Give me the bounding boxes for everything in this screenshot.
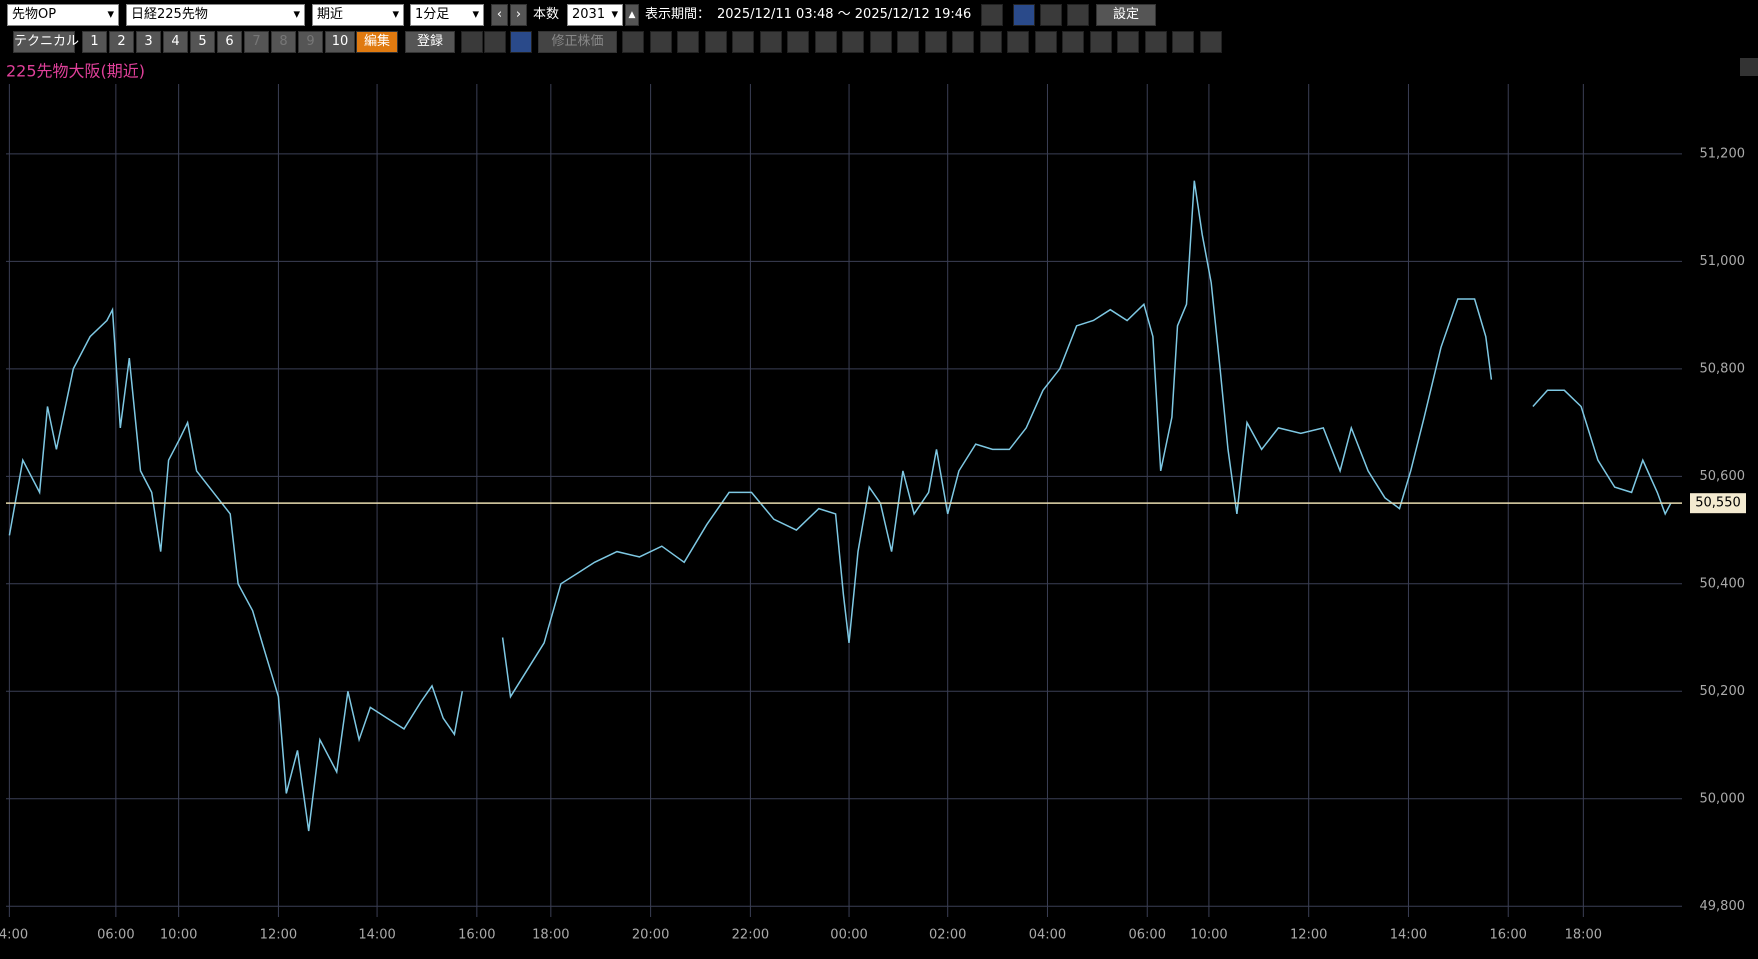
preset-button[interactable]: 9 — [298, 31, 323, 53]
x-tick-label: 12:00 — [260, 928, 297, 943]
x-tick-label: 02:00 — [929, 928, 966, 943]
settings-button[interactable]: 設定 — [1096, 4, 1156, 26]
preset-button[interactable]: 7 — [244, 31, 269, 53]
tool-icon[interactable] — [1062, 31, 1084, 53]
y-tick-label: 50,000 — [1700, 791, 1746, 806]
tool-icon[interactable] — [814, 31, 837, 53]
y-tick-label: 51,000 — [1700, 254, 1746, 269]
preset-button[interactable]: 10 — [325, 31, 355, 53]
tool-icon[interactable] — [510, 31, 532, 53]
x-tick-label: 10:00 — [1190, 928, 1227, 943]
tool-icon[interactable] — [924, 31, 947, 53]
tool-icon[interactable] — [787, 31, 809, 53]
y-tick-label: 51,200 — [1700, 146, 1746, 161]
x-tick-label: 20:00 — [632, 928, 669, 943]
tool-icon[interactable] — [622, 31, 644, 53]
next-button[interactable]: › — [510, 4, 527, 26]
period: 2025/12/11 03:48 ～ 2025/12/12 19:46 — [717, 7, 972, 22]
x-tick-label: 22:00 — [732, 928, 769, 943]
product-select[interactable]: 日経225先物 — [126, 4, 305, 26]
export-icon[interactable] — [1067, 4, 1089, 26]
chart: 225先物大阪(期近) 49,800 50,000 50,200 50,400 50,6… — [0, 58, 1758, 943]
bars-input[interactable]: 2031 — [567, 4, 623, 26]
interval-select[interactable]: 1分足 — [410, 4, 484, 26]
y-tick-label: 50,600 — [1700, 469, 1746, 484]
x-tick-label: 18:00 — [1565, 928, 1602, 943]
preset-button[interactable]: 1 — [82, 31, 107, 53]
y-tick-label: 50,400 — [1700, 576, 1746, 591]
bars-label: 本数 — [533, 7, 560, 22]
preset-button[interactable]: 3 — [136, 31, 161, 53]
last-price-label: 50,550 — [1695, 496, 1741, 511]
prev-button[interactable]: ‹ — [491, 4, 508, 26]
period-label: 表示期間： — [645, 7, 711, 22]
tool-icon[interactable] — [842, 31, 864, 53]
x-tick-label: 14:00 — [1390, 928, 1427, 943]
y-tick-label: 50,800 — [1700, 361, 1746, 376]
tool-icon[interactable] — [1172, 31, 1194, 53]
tool-icon[interactable] — [1117, 31, 1139, 53]
collapse-button[interactable] — [1740, 58, 1758, 76]
tool-icon[interactable] — [1007, 31, 1029, 53]
preset-button[interactable]: 5 — [190, 31, 215, 53]
chart-title: 225先物大阪(期近) — [6, 62, 145, 81]
tool-icon[interactable] — [952, 31, 974, 53]
y-tick-label: 49,800 — [1700, 899, 1746, 914]
print-icon[interactable] — [1040, 4, 1062, 26]
tool-icon[interactable] — [649, 31, 672, 53]
tool-icon[interactable] — [869, 31, 892, 53]
tool-icon[interactable] — [484, 31, 506, 53]
bars-spinner[interactable]: ▲ — [625, 4, 639, 26]
x-tick-label: 16:00 — [1489, 928, 1526, 943]
tool-icon[interactable] — [979, 31, 1002, 53]
x-tick-label: 12:00 — [1290, 928, 1327, 943]
tool-icon[interactable] — [677, 31, 699, 53]
preset-button[interactable]: 4 — [163, 31, 188, 53]
x-tick-label: 00:00 — [830, 928, 867, 943]
chart-icon[interactable] — [1013, 4, 1035, 26]
x-tick-label: 06:00 — [97, 928, 134, 943]
preset-button[interactable]: 2 — [109, 31, 134, 53]
register-button[interactable]: 登録 — [405, 31, 455, 53]
toolbar: 先物OP 日経225先物 期近 1分足 ‹ › 本数 2031 ▲ 表示期間： … — [0, 0, 1758, 58]
undo-icon[interactable] — [981, 4, 1003, 26]
tool-icon[interactable] — [1089, 31, 1112, 53]
x-tick-label: 04:00 — [1029, 928, 1066, 943]
tool-icon[interactable] — [1199, 31, 1222, 53]
x-tick-label: 04:00 — [0, 928, 28, 943]
x-tick-label: 16:00 — [458, 928, 495, 943]
tool-icon[interactable] — [1144, 31, 1167, 53]
contract-select[interactable]: 期近 — [312, 4, 404, 26]
tool-icon[interactable] — [759, 31, 782, 53]
adjusted-price-select[interactable]: 修正株価 — [538, 31, 617, 53]
last-price-box — [1690, 493, 1746, 514]
x-tick-label: 18:00 — [532, 928, 569, 943]
preset-button[interactable]: 6 — [217, 31, 242, 53]
preset-button[interactable]: 8 — [271, 31, 296, 53]
x-tick-label: 06:00 — [1129, 928, 1166, 943]
edit-button[interactable]: 編集 — [356, 31, 398, 53]
tool-icon[interactable] — [732, 31, 754, 53]
x-tick-label: 14:00 — [358, 928, 395, 943]
technical-button[interactable]: テクニカル — [13, 31, 79, 53]
y-tick-label: 50,200 — [1700, 684, 1746, 699]
tool-icon[interactable] — [1034, 31, 1057, 53]
x-tick-label: 10:00 — [160, 928, 197, 943]
price-line — [8, 180, 1672, 832]
market-select[interactable]: 先物OP — [7, 4, 119, 26]
tool-icon[interactable] — [461, 31, 483, 53]
tool-icon[interactable] — [704, 31, 727, 53]
tool-icon[interactable] — [897, 31, 919, 53]
